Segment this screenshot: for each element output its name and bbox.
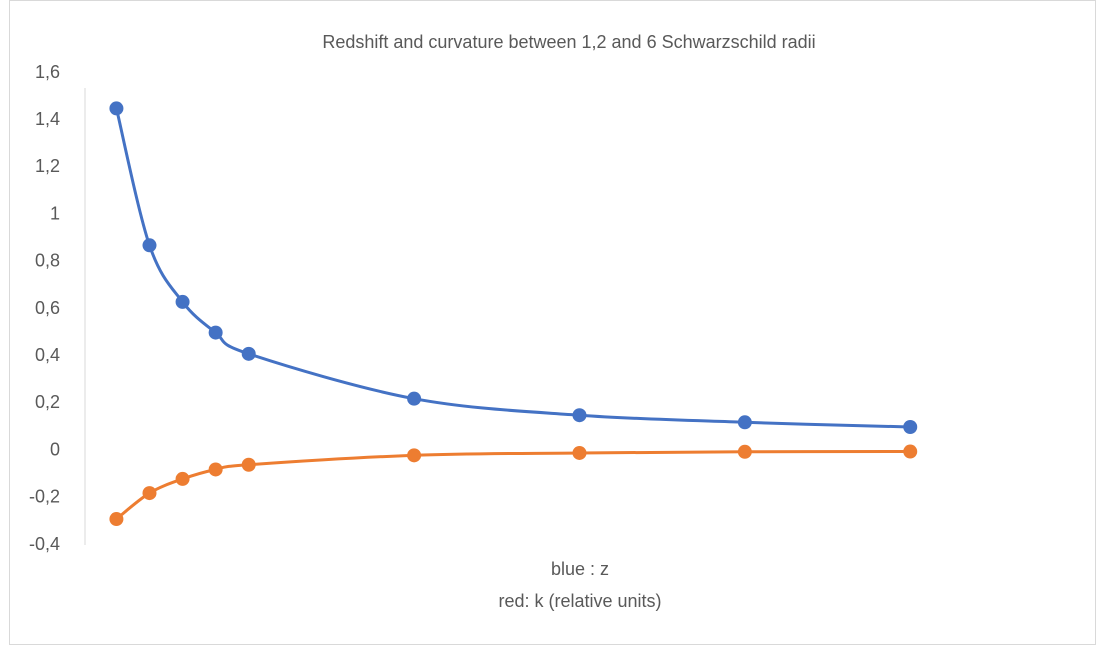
y-tick-label: 1	[50, 203, 60, 223]
y-tick-label: 0,2	[35, 392, 60, 412]
chart-frame	[9, 0, 1096, 645]
data-point	[109, 101, 124, 116]
y-tick-label: 0,6	[35, 298, 60, 318]
data-point	[175, 471, 190, 486]
data-point	[241, 346, 256, 361]
y-tick-label: 1,2	[35, 156, 60, 176]
y-tick-label: 1,6	[35, 62, 60, 82]
data-point	[142, 238, 157, 253]
data-point	[142, 486, 157, 501]
data-point	[737, 444, 752, 459]
data-point	[109, 512, 124, 527]
data-point	[407, 391, 422, 406]
y-tick-label: -0,2	[29, 487, 60, 507]
data-point	[208, 325, 223, 340]
series-line	[115, 450, 911, 521]
x-axis-label: blue : z	[551, 559, 609, 579]
data-point	[407, 448, 422, 463]
data-point	[208, 462, 223, 477]
data-point	[737, 415, 752, 430]
x-axis-label: red: k (relative units)	[498, 591, 661, 611]
y-tick-label: 1,4	[35, 109, 60, 129]
series-line	[114, 108, 911, 429]
data-point	[572, 408, 587, 423]
y-tick-label: -0,4	[29, 534, 60, 554]
chart-title: Redshift and curvature between 1,2 and 6…	[322, 32, 815, 52]
y-tick-label: 0,4	[35, 345, 60, 365]
data-point	[903, 444, 918, 459]
data-point	[903, 420, 918, 434]
data-point	[175, 294, 190, 309]
data-point	[241, 457, 256, 472]
data-point	[572, 445, 587, 460]
y-tick-label: 0	[50, 439, 60, 459]
y-tick-label: 0,8	[35, 251, 60, 271]
